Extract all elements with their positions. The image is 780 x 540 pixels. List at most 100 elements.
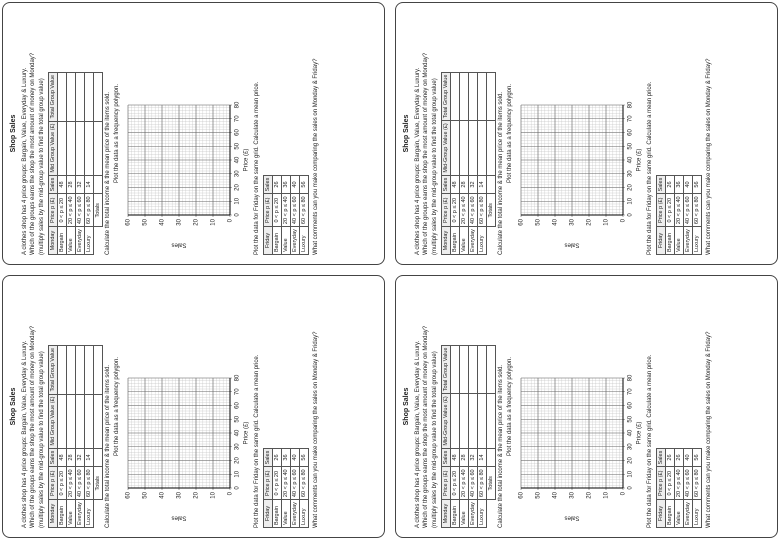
table-cell: 26: [665, 175, 675, 194]
table-cell: 40 < p ≤ 60: [75, 466, 85, 500]
header-cell: Price p (£): [441, 466, 451, 500]
x-tick-label: 60: [628, 129, 634, 136]
header-cell: Sales: [263, 448, 273, 467]
blank-cell: [66, 345, 76, 395]
totals-label: Totals: [93, 193, 103, 227]
blank-cell: [459, 345, 469, 394]
blank-cell: [450, 72, 460, 121]
table-row: Everyday 40 < p ≤ 60 40: [290, 448, 300, 528]
blank-cell: [94, 227, 103, 255]
table-row: Bargain 0 < p ≤ 20 26: [272, 448, 282, 528]
header-cell: Monday: [48, 226, 58, 255]
x-axis-label: Price (£): [637, 422, 643, 445]
x-tick-label: 80: [628, 101, 634, 108]
worksheet-panel: Shop Sales A clothes shop has 4 price gro…: [2, 275, 385, 538]
table-row: Luxury 60 < p ≤ 80 56: [692, 175, 702, 255]
table-cell: Luxury: [477, 499, 487, 528]
hint: (multiply sales by the mid-group value t…: [38, 78, 45, 255]
table-cell: Everyday: [468, 499, 478, 528]
y-tick-label: 0: [621, 218, 627, 222]
blank-cell: [468, 120, 478, 176]
table-row: Luxury 60 < p ≤ 80 56: [692, 448, 702, 528]
plot-instruction: Plot the data as a frequency polygon.: [506, 356, 513, 457]
x-tick-label: 20: [235, 457, 241, 464]
x-tick-label: 70: [235, 388, 241, 395]
blank-cell: [486, 448, 496, 467]
table-cell: Luxury: [477, 226, 487, 255]
x-tick-label: 70: [235, 115, 241, 122]
header-cell: Sales: [656, 175, 666, 194]
header-cell: Mid Group Value (£): [48, 121, 58, 176]
table-row: Value 20 < p ≤ 40 28: [66, 345, 76, 528]
blank-cell: [459, 72, 469, 121]
table-row: Luxury 60 < p ≤ 80 14: [477, 72, 487, 255]
header-cell: Total Group Value: [441, 345, 451, 394]
x-tick-label: 0: [628, 486, 634, 490]
blank-cell: [84, 72, 94, 122]
graph: 0 10 20 30 40 50 60 70 80 0 10 20 30 40 50 60 Price (£) S…: [519, 374, 643, 520]
y-tick-label: 60: [126, 491, 132, 498]
table-row: Luxury 60 < p ≤ 80 14: [84, 72, 94, 255]
blank-cell: [459, 120, 469, 176]
question: Which of the groups earns the shop the m…: [30, 325, 37, 528]
blank-cell: [93, 394, 103, 449]
table-row: Everyday 40 < p ≤ 60 32: [75, 345, 85, 528]
graph: 0 10 20 30 40 50 60 70 80 0 10 20 30 40 50 60 Price (£) S…: [126, 101, 250, 247]
x-tick-label: 40: [628, 156, 634, 163]
table-cell: 36: [674, 175, 684, 194]
worksheet-panel: Shop Sales A clothes shop has 4 price gro…: [2, 2, 385, 265]
table-cell: 56: [299, 448, 309, 467]
table-cell: 40 < p ≤ 60: [683, 193, 693, 227]
y-tick-label: 50: [143, 218, 149, 225]
header-cell: Total Group Value: [48, 72, 58, 122]
table-cell: 56: [692, 175, 702, 194]
table-cell: 40 < p ≤ 60: [290, 193, 300, 227]
header-cell: Sales: [441, 175, 451, 194]
table-cell: 32: [468, 175, 478, 194]
y-axis-label: Sales: [565, 514, 580, 520]
table-cell: Bargain: [57, 499, 67, 528]
header-cell: Mid-Group Value (£): [441, 120, 451, 176]
worksheet-panel: Shop Sales A clothes shop has 4 price gro…: [395, 275, 778, 538]
x-tick-label: 30: [235, 170, 241, 177]
table-cell: Luxury: [299, 226, 309, 255]
blank-cell: [487, 500, 496, 528]
table-cell: Bargain: [272, 226, 282, 255]
header-cell: Price p (£): [656, 466, 666, 500]
y-tick-label: 0: [228, 491, 234, 495]
header-cell: Sales: [48, 175, 58, 194]
question: Which of the groups earns the shop the m…: [30, 52, 37, 255]
table-cell: 20 < p ≤ 40: [66, 466, 76, 500]
y-tick-label: 40: [160, 491, 166, 498]
x-tick-label: 80: [235, 101, 241, 108]
y-axis-label: Sales: [565, 241, 580, 247]
totals-label: Totals: [486, 193, 496, 227]
x-tick-label: 40: [235, 429, 241, 436]
table-cell: Bargain: [57, 226, 67, 255]
table-cell: Everyday: [468, 226, 478, 255]
header-cell: Mid Group Value (£): [48, 394, 58, 449]
comments-question: What comments can you make comparing the…: [313, 58, 320, 255]
table-cell: 0 < p ≤ 20: [57, 466, 67, 500]
header-row: Monday Price p (£) Sales Mid Group Value (£…: [48, 345, 58, 528]
title: Shop Sales: [403, 114, 410, 153]
table-row: Luxury 60 < p ≤ 80 14: [477, 345, 487, 528]
blank-cell: [66, 394, 76, 449]
comments-question: What comments can you make comparing the…: [313, 331, 320, 528]
x-tick-label: 50: [235, 415, 241, 422]
table-cell: Value: [459, 226, 469, 255]
blank-cell: [477, 393, 487, 449]
header-cell: Sales: [48, 448, 58, 467]
table-row: Luxury 60 < p ≤ 80 14: [84, 345, 94, 528]
friday-table: Friday Price p (£) Sales Bargain 0 < p ≤ 20 2…: [263, 448, 309, 528]
table-cell: 0 < p ≤ 20: [665, 193, 675, 227]
table-cell: 32: [75, 175, 85, 194]
y-tick-label: 20: [587, 491, 593, 498]
header-row: Friday Price p (£) Sales: [656, 175, 666, 255]
header-cell: Mid-Group Value (£): [441, 393, 451, 449]
graph-instruction: Calculate the total income & the mean pr…: [498, 364, 505, 528]
table-row: Bargain 0 < p ≤ 20 26: [665, 448, 675, 528]
y-tick-label: 10: [211, 491, 217, 498]
y-tick-label: 30: [570, 218, 576, 225]
